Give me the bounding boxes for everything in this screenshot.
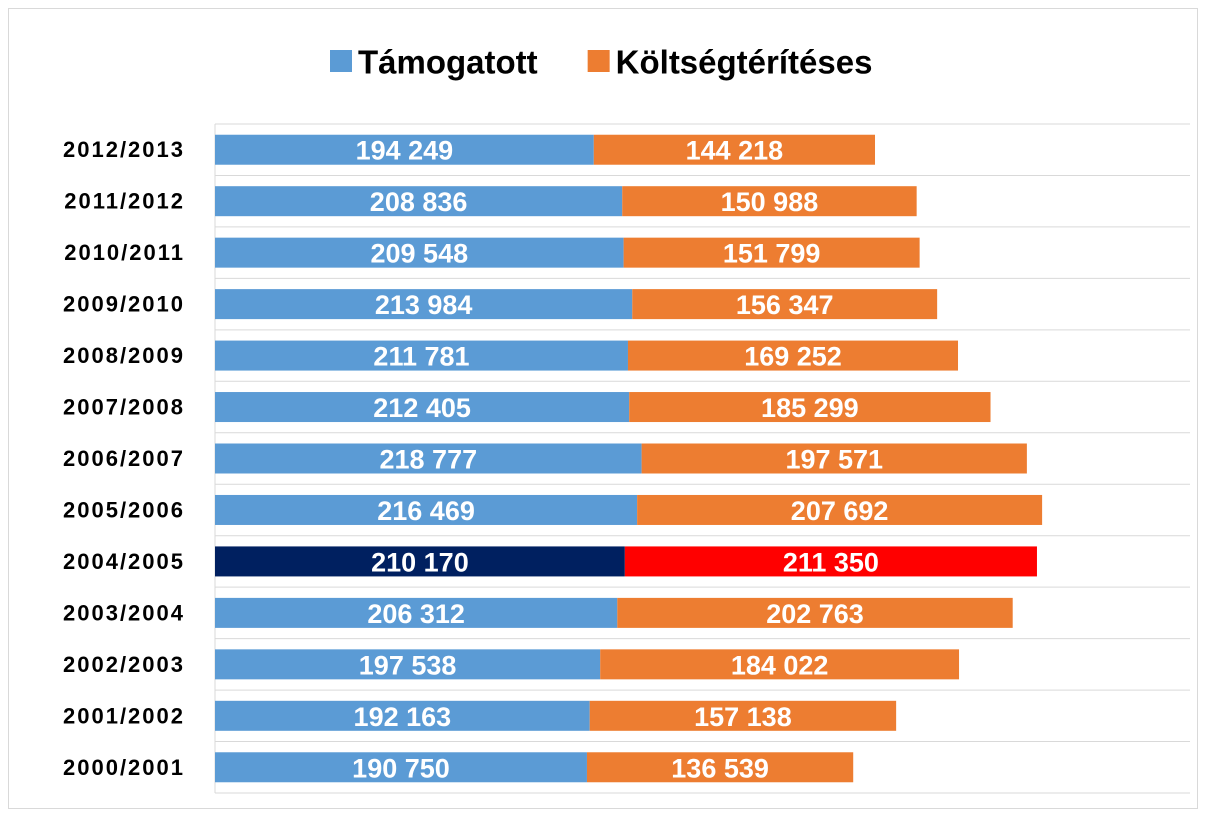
y-tick-label: 2009/2010 <box>63 292 185 317</box>
bar-segment <box>622 186 917 217</box>
bar-segment <box>624 546 1037 577</box>
bar-segment <box>627 340 959 371</box>
bar-segment <box>215 443 642 474</box>
data-label: 197 538 <box>359 650 457 680</box>
data-label: 209 548 <box>371 239 469 269</box>
bar-segment <box>586 752 854 783</box>
bar-segment <box>589 700 897 731</box>
bar-segment <box>215 289 633 320</box>
bar-segment <box>623 237 920 268</box>
data-label: 211 350 <box>783 547 879 577</box>
data-label: 206 312 <box>367 599 465 629</box>
data-label: 156 347 <box>736 290 834 320</box>
legend-label: Költségtérítéses <box>616 44 873 81</box>
data-label: 202 763 <box>766 599 864 629</box>
data-label: 157 138 <box>694 702 792 732</box>
bar-segment <box>593 134 876 165</box>
bar-segment <box>215 392 630 423</box>
data-label: 190 750 <box>352 753 450 783</box>
bar-segment <box>637 494 1043 525</box>
y-tick-label: 2008/2009 <box>63 343 185 368</box>
bar-segment <box>632 289 938 320</box>
bar-segment <box>215 186 623 217</box>
bar-segment <box>215 494 638 525</box>
y-tick-label: 2005/2006 <box>63 497 185 522</box>
data-label: 194 249 <box>356 136 454 166</box>
y-tick-label: 2011/2012 <box>64 189 185 214</box>
data-label: 211 781 <box>373 342 469 372</box>
bar-segment <box>641 443 1027 474</box>
y-tick-label: 2012/2013 <box>63 137 185 162</box>
bar-segment <box>215 752 587 783</box>
y-tick-label: 2003/2004 <box>63 600 185 625</box>
data-label: 184 022 <box>731 650 829 680</box>
data-label: 150 988 <box>721 187 819 217</box>
y-tick-label: 2006/2007 <box>63 446 185 471</box>
bar-segment <box>600 649 960 680</box>
data-label: 185 299 <box>761 393 859 423</box>
data-label: 197 571 <box>785 445 883 475</box>
y-tick-label: 2001/2002 <box>63 703 185 728</box>
y-tick-label: 2007/2008 <box>63 395 185 420</box>
data-label: 151 799 <box>723 239 821 269</box>
data-label: 192 163 <box>354 702 452 732</box>
legend-swatch <box>587 50 610 72</box>
y-tick-label: 2004/2005 <box>63 549 185 574</box>
bar-segment <box>629 392 991 423</box>
data-label: 144 218 <box>686 136 784 166</box>
legend-label: Támogatott <box>358 44 538 81</box>
data-label: 213 984 <box>375 290 473 320</box>
data-label: 169 252 <box>744 342 842 372</box>
y-tick-label: 2010/2011 <box>64 240 185 265</box>
bar-segment <box>215 340 628 371</box>
bar-segment <box>215 649 601 680</box>
bar-segment <box>215 546 625 577</box>
y-tick-label: 2000/2001 <box>63 755 185 780</box>
bar-segment <box>215 700 590 731</box>
data-label: 212 405 <box>373 393 471 423</box>
bar-segment <box>215 237 624 268</box>
legend-swatch <box>330 50 352 72</box>
bar-segment <box>215 597 618 628</box>
y-tick-label: 2002/2003 <box>63 652 185 677</box>
bar-segment <box>617 597 1013 628</box>
data-label: 136 539 <box>671 753 769 783</box>
data-label: 207 692 <box>791 496 889 526</box>
data-label: 218 777 <box>380 445 478 475</box>
data-label: 216 469 <box>377 496 475 526</box>
data-label: 210 170 <box>371 547 469 577</box>
bar-segment <box>215 134 594 165</box>
data-label: 208 836 <box>370 187 468 217</box>
